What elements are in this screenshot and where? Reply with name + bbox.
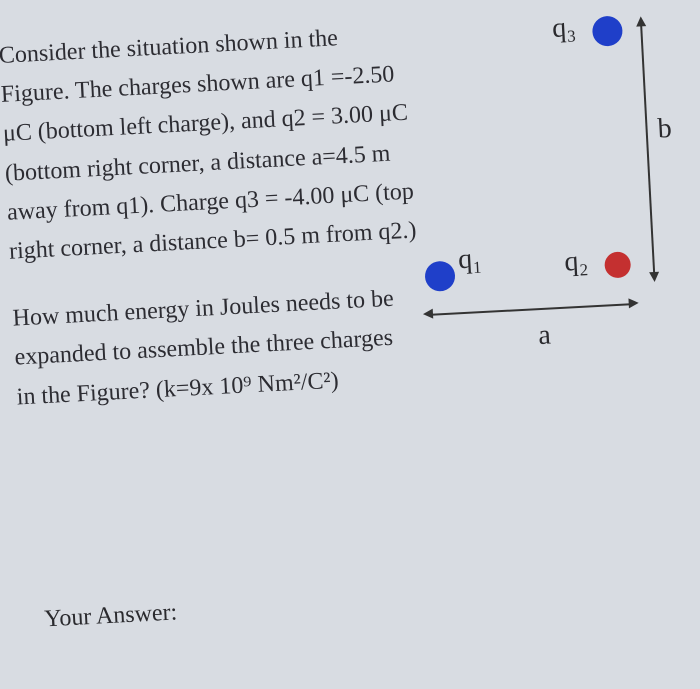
problem-text: Consider the situation shown in the Figu… (0, 16, 437, 418)
distance-a-label: a (537, 320, 551, 353)
charge-diagram: q₃ q₂ q₁ a b (403, 0, 700, 376)
charge-q2-label: q₂ (564, 245, 589, 278)
arrow-down-icon (649, 272, 660, 283)
charge-q3-label: q₃ (551, 12, 576, 45)
charge-q2-dot (604, 251, 631, 278)
charge-q3-dot (592, 15, 624, 47)
arrow-left-icon (423, 309, 434, 320)
distance-a-line (431, 303, 631, 315)
arrow-right-icon (628, 298, 639, 309)
answer-label: Your Answer: (44, 599, 178, 633)
charge-q1-dot (424, 260, 456, 292)
distance-b-line (640, 24, 655, 274)
arrow-up-icon (636, 16, 647, 27)
distance-b-label: b (657, 113, 673, 146)
charge-q1-label: q₁ (457, 243, 482, 276)
